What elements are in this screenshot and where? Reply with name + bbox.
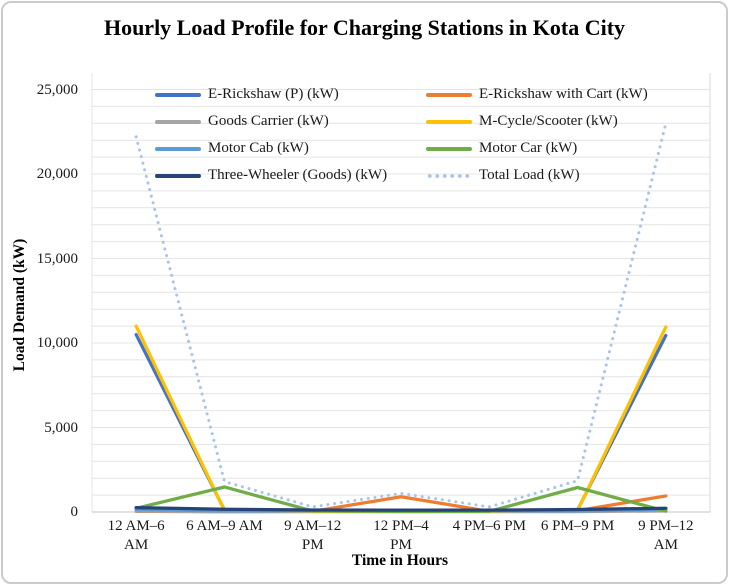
x-axis-title: Time in Hours [351, 552, 449, 569]
y-axis-tick-label: 15,000 [36, 250, 78, 267]
legend-label: Motor Cab (kW) [208, 140, 309, 156]
legend-label: M-Cycle/Scooter (kW) [479, 113, 618, 129]
chart-title: Hourly Load Profile for Charging Station… [103, 15, 626, 40]
series-line [134, 324, 668, 513]
x-axis-tick-label: 9 AM–12 PM [284, 518, 342, 553]
y-axis-tick-label: 25,000 [36, 81, 78, 98]
x-axis-tick-label: 12 AM–6 AM [107, 518, 165, 553]
x-axis-tick-label: 12 PM–4 PM [373, 518, 429, 553]
legend-item: E-Rickshaw with Cart (kW) [426, 86, 648, 103]
legend-swatch [155, 173, 201, 178]
y-axis-tick-label: 10,000 [36, 335, 78, 351]
y-axis-title: Load Demand (kW) [11, 238, 28, 372]
legend-label: E-Rickshaw with Cart (kW) [479, 86, 648, 102]
legend-item: E-Rickshaw (P) (kW) [155, 86, 426, 103]
series-line [134, 121, 668, 509]
legend-label: Goods Carrier (kW) [208, 113, 329, 129]
x-axis-tick-label: 6 PM–9 PM [540, 518, 615, 534]
legend-swatch [426, 146, 472, 151]
legend-label: E-Rickshaw (P) (kW) [208, 86, 339, 102]
legend-label: Motor Car (kW) [479, 140, 578, 156]
legend-item: Total Load (kW) [426, 167, 648, 184]
legend-item: Motor Cab (kW) [155, 140, 426, 157]
legend: E-Rickshaw (P) (kW) E-Rickshaw with Cart… [155, 81, 648, 189]
legend-swatch [426, 92, 472, 97]
y-axis-tick-label: 0 [70, 504, 79, 520]
legend-swatch [155, 119, 201, 124]
x-axis-tick-label: 9 PM–12 AM [638, 518, 694, 553]
legend-item: M-Cycle/Scooter (kW) [426, 113, 648, 130]
x-axis-tick-label: 6 AM–9 AM [186, 518, 263, 534]
x-axis-tick-label: 4 PM–6 PM [452, 518, 526, 534]
legend-label: Total Load (kW) [479, 167, 580, 183]
series-line [134, 505, 668, 512]
legend-item: Three-Wheeler (Goods) (kW) [155, 167, 426, 184]
legend-swatch [426, 173, 472, 178]
legend-item: Goods Carrier (kW) [155, 113, 426, 130]
legend-swatch [155, 92, 201, 97]
legend-label: Three-Wheeler (Goods) (kW) [208, 167, 388, 183]
legend-swatch [426, 119, 472, 124]
legend-swatch [155, 146, 201, 151]
series-line [134, 332, 668, 513]
y-axis-tick-label: 5,000 [44, 419, 78, 436]
y-axis-tick-label: 20,000 [36, 166, 78, 182]
legend-item: Motor Car (kW) [426, 140, 648, 157]
